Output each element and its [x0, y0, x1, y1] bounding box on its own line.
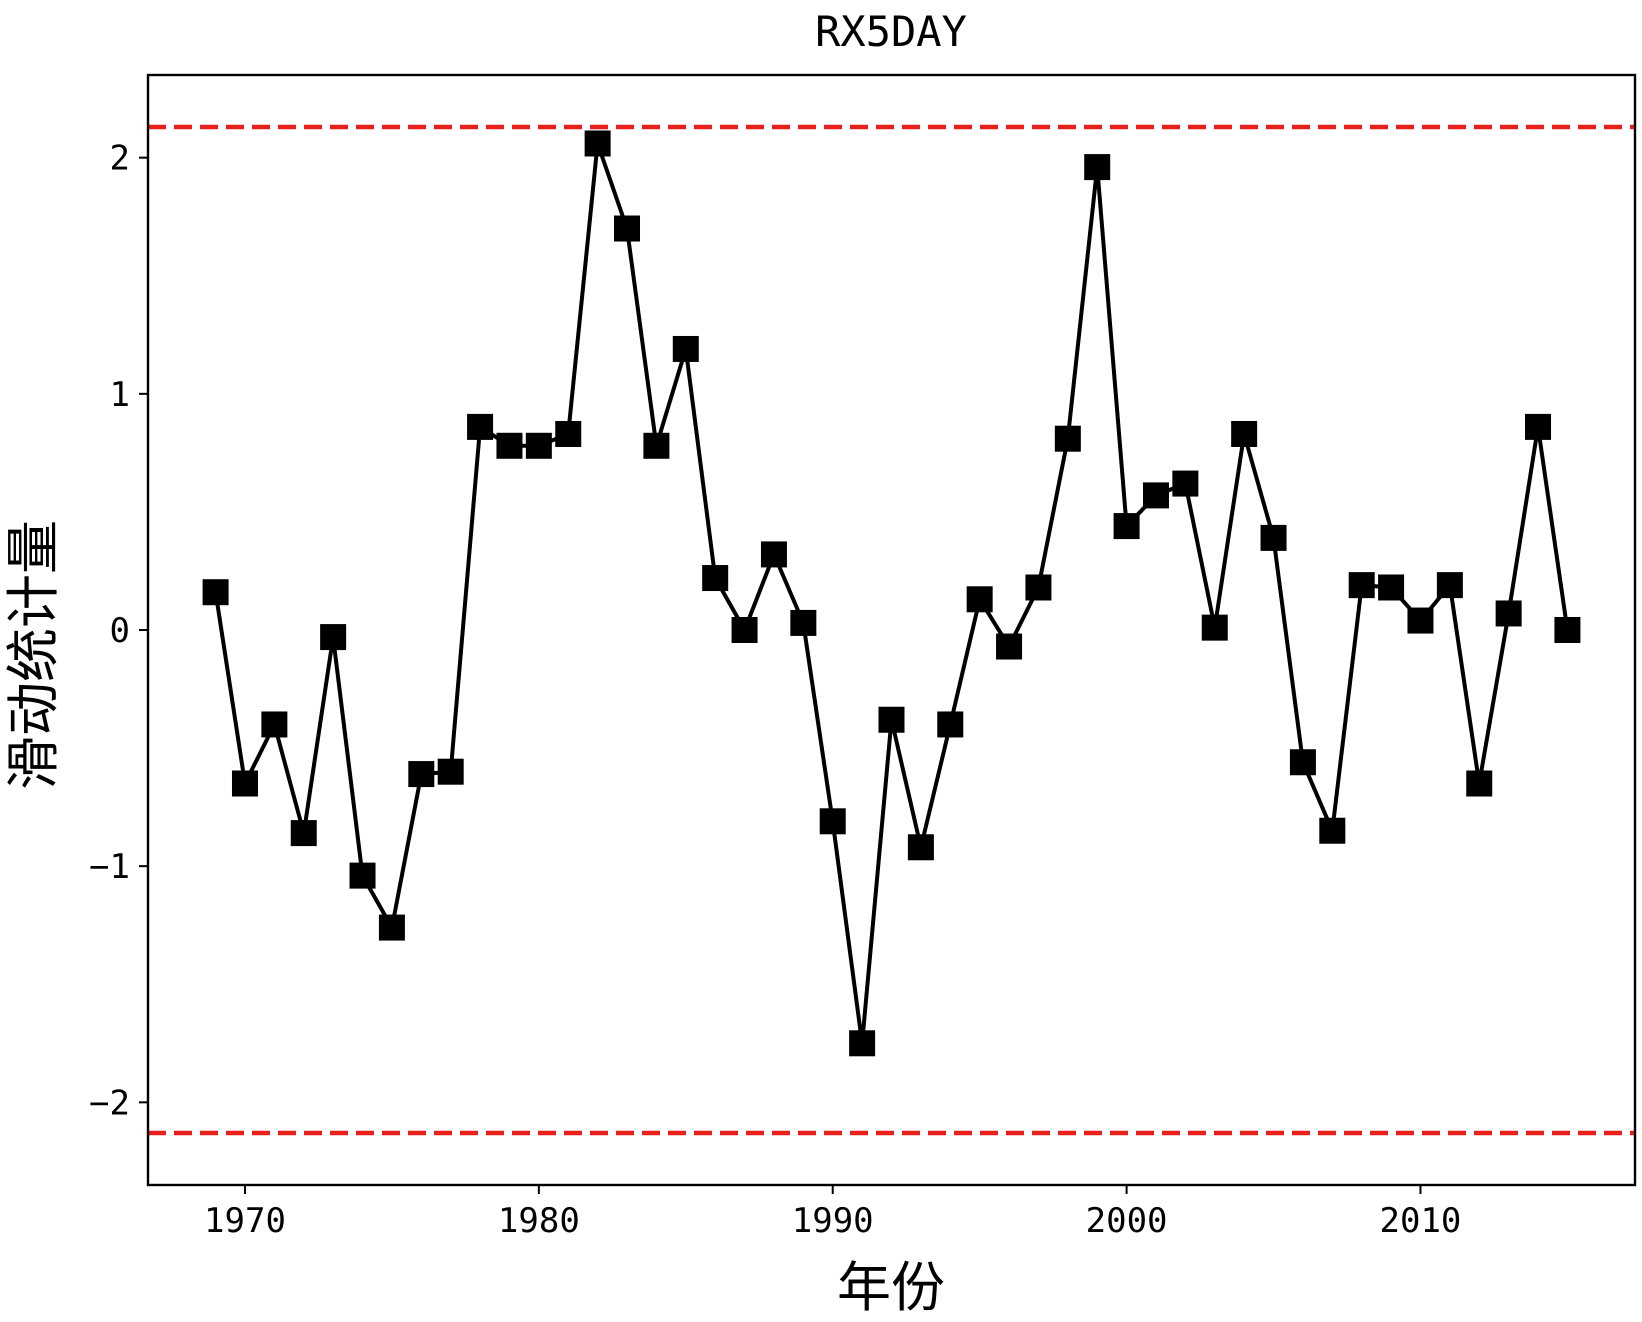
x-axis-label: 年份: [837, 1256, 945, 1319]
y-tick-label: −2: [89, 1083, 130, 1123]
data-point: [555, 420, 582, 447]
data-point: [1231, 420, 1258, 447]
data-point: [1201, 614, 1228, 641]
data-point: [496, 432, 523, 459]
y-axis: −2 −1 0 1 2: [89, 139, 148, 1123]
data-point: [760, 541, 787, 568]
data-point: [261, 711, 288, 738]
data-point: [790, 609, 817, 636]
data-point: [1495, 600, 1522, 627]
data-point: [1378, 574, 1405, 601]
data-point: [1348, 572, 1375, 599]
data-point: [1554, 617, 1581, 643]
reference-lines: [148, 124, 1635, 1136]
data-point: [731, 617, 758, 643]
data-point: [907, 834, 934, 861]
data-point: [966, 586, 993, 613]
data-point: [1113, 513, 1140, 540]
data-point: [878, 706, 905, 733]
y-axis-label: 滑动统计量: [2, 520, 65, 790]
data-point: [614, 215, 641, 242]
data-point: [467, 413, 494, 440]
data-point: [1025, 574, 1052, 601]
x-tick-label: 2010: [1380, 1201, 1462, 1241]
data-point: [819, 808, 846, 835]
data-point: [1142, 482, 1169, 509]
plot-frame: [146, 73, 1637, 1187]
x-axis: 1970 1980 1990 2000 2010: [204, 1185, 1461, 1241]
data-point: [290, 820, 317, 847]
data-point: [349, 862, 376, 889]
data-point: [1436, 572, 1463, 599]
chart-title: RX5DAY: [815, 7, 967, 56]
y-tick-label: 0: [110, 611, 130, 651]
y-tick-label: −1: [89, 847, 130, 887]
data-point: [1466, 770, 1493, 797]
data-point: [1172, 470, 1199, 497]
data-point: [849, 1030, 876, 1057]
x-tick-label: 1980: [498, 1201, 580, 1241]
data-series: [202, 130, 1581, 1057]
data-point: [1319, 817, 1346, 844]
data-point: [702, 565, 729, 592]
data-point: [202, 579, 229, 606]
data-point: [1054, 425, 1081, 452]
data-point: [1289, 749, 1316, 776]
data-point: [525, 432, 552, 459]
data-point: [1084, 154, 1111, 181]
data-point: [437, 758, 464, 785]
x-tick-label: 2000: [1086, 1201, 1168, 1241]
data-point: [231, 770, 258, 797]
y-tick-label: 1: [110, 375, 130, 415]
data-point: [1407, 607, 1434, 634]
x-tick-label: 1990: [792, 1201, 874, 1241]
data-point: [1525, 413, 1552, 440]
data-point: [584, 130, 611, 157]
data-point: [996, 633, 1023, 660]
data-point: [320, 624, 347, 651]
data-point: [672, 335, 699, 362]
x-tick-label: 1970: [204, 1201, 286, 1241]
y-tick-label: 2: [110, 139, 130, 179]
data-point: [643, 432, 670, 459]
data-point: [937, 711, 964, 738]
data-point: [408, 761, 435, 788]
data-point: [378, 914, 405, 941]
data-point: [1260, 524, 1287, 551]
